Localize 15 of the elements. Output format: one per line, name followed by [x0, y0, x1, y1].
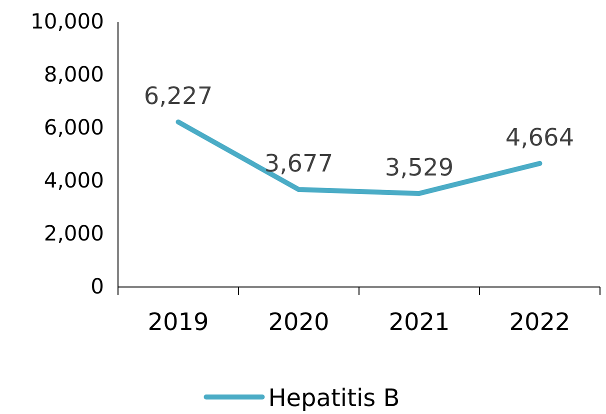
text: 3,529	[384, 153, 454, 182]
x-tick-label: 2019	[148, 308, 209, 336]
y-tick-label: 2,000	[44, 222, 104, 246]
x-tick-label: 2021	[388, 308, 450, 336]
legend-label: Hepatitis B	[268, 384, 400, 412]
y-tick-label: 10,000	[30, 10, 104, 34]
text: 6,227	[144, 82, 213, 110]
y-tick-label: 0	[90, 274, 104, 299]
y-tick-label: 4,000	[44, 168, 104, 193]
x-tick-label: 2022	[509, 308, 570, 336]
text: 3,677	[264, 150, 334, 178]
y-tick-label: 6,000	[44, 116, 104, 140]
y-tick-label: 8,000	[44, 62, 104, 87]
text: 4,664	[505, 123, 574, 152]
x-tick-label: 2020	[268, 308, 330, 336]
